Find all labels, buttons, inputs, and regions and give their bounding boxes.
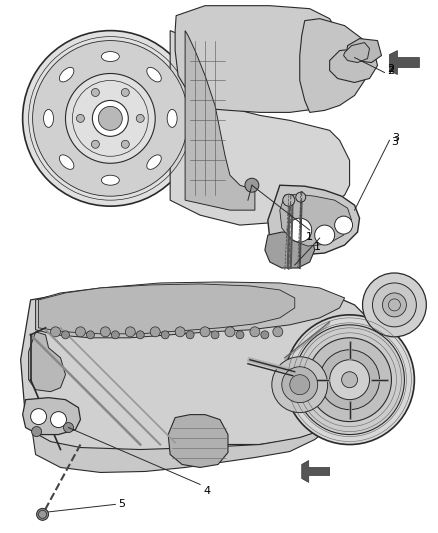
Circle shape — [295, 325, 404, 434]
Circle shape — [32, 41, 188, 196]
Circle shape — [285, 315, 414, 445]
Polygon shape — [330, 49, 378, 83]
Text: 2: 2 — [388, 66, 395, 76]
Circle shape — [39, 511, 46, 518]
Circle shape — [100, 327, 110, 337]
Ellipse shape — [101, 175, 119, 185]
Circle shape — [136, 331, 144, 339]
Text: 2: 2 — [388, 63, 395, 74]
Polygon shape — [35, 282, 345, 338]
Circle shape — [77, 115, 85, 123]
Circle shape — [283, 194, 295, 206]
Circle shape — [308, 338, 392, 422]
Circle shape — [92, 140, 99, 148]
Polygon shape — [31, 392, 345, 472]
Circle shape — [290, 375, 310, 394]
Circle shape — [66, 74, 155, 163]
Circle shape — [272, 357, 328, 413]
Circle shape — [121, 140, 129, 148]
Circle shape — [186, 331, 194, 339]
Circle shape — [288, 218, 312, 242]
Polygon shape — [39, 284, 295, 334]
Circle shape — [273, 327, 283, 337]
Text: 1: 1 — [314, 242, 321, 252]
Circle shape — [86, 331, 95, 339]
Circle shape — [245, 178, 259, 192]
Circle shape — [23, 30, 198, 206]
Circle shape — [61, 331, 70, 339]
Text: 5: 5 — [118, 499, 125, 510]
Circle shape — [92, 100, 128, 136]
Circle shape — [150, 327, 160, 337]
Ellipse shape — [101, 52, 119, 61]
Text: 1: 1 — [306, 232, 313, 242]
Circle shape — [225, 327, 235, 337]
Text: 4: 4 — [203, 487, 210, 496]
Polygon shape — [28, 332, 66, 392]
Polygon shape — [300, 19, 370, 112]
Circle shape — [382, 293, 406, 317]
Circle shape — [282, 367, 318, 402]
Polygon shape — [302, 461, 330, 482]
Circle shape — [121, 88, 129, 96]
Circle shape — [330, 360, 370, 400]
Circle shape — [99, 107, 122, 131]
Circle shape — [261, 331, 269, 339]
Circle shape — [161, 331, 169, 339]
Ellipse shape — [147, 67, 161, 82]
Circle shape — [75, 327, 85, 337]
Circle shape — [314, 225, 335, 245]
Polygon shape — [280, 194, 352, 246]
Circle shape — [372, 283, 417, 327]
Circle shape — [335, 216, 353, 234]
Circle shape — [342, 372, 357, 387]
Polygon shape — [268, 185, 360, 255]
Circle shape — [50, 411, 67, 427]
Circle shape — [32, 426, 42, 437]
Polygon shape — [185, 30, 255, 210]
Circle shape — [363, 273, 426, 337]
Circle shape — [389, 299, 400, 311]
Ellipse shape — [43, 109, 53, 127]
Circle shape — [92, 88, 99, 96]
Circle shape — [31, 409, 46, 425]
Circle shape — [200, 327, 210, 337]
Circle shape — [64, 423, 74, 433]
Polygon shape — [346, 38, 381, 62]
Polygon shape — [175, 6, 345, 112]
Ellipse shape — [167, 109, 177, 127]
Polygon shape — [21, 283, 385, 457]
Text: 3: 3 — [392, 133, 399, 143]
Polygon shape — [389, 51, 419, 75]
Ellipse shape — [147, 155, 161, 169]
Circle shape — [136, 115, 144, 123]
Circle shape — [211, 331, 219, 339]
Circle shape — [125, 327, 135, 337]
Polygon shape — [23, 398, 81, 434]
Circle shape — [111, 331, 119, 339]
Circle shape — [50, 327, 60, 337]
Circle shape — [250, 327, 260, 337]
Polygon shape — [168, 415, 228, 467]
Circle shape — [236, 331, 244, 339]
Polygon shape — [343, 43, 370, 62]
Circle shape — [320, 350, 379, 410]
Circle shape — [175, 327, 185, 337]
Circle shape — [37, 508, 49, 520]
Polygon shape — [170, 30, 350, 225]
Text: 3: 3 — [392, 138, 399, 147]
Ellipse shape — [60, 67, 74, 82]
Circle shape — [296, 192, 306, 202]
Ellipse shape — [60, 155, 74, 169]
Polygon shape — [265, 232, 314, 268]
